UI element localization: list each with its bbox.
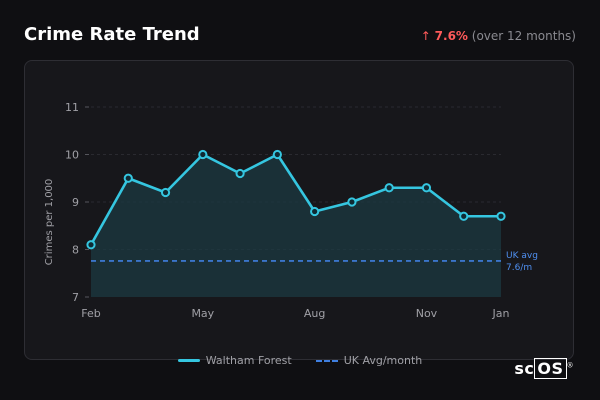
change-note: (over 12 months) [471, 29, 576, 43]
legend-item-series-1[interactable]: Waltham Forest [177, 354, 292, 367]
legend-item-series-2[interactable]: UK Avg/month [315, 354, 423, 367]
x-tick-label: Aug [304, 307, 325, 320]
y-axis-label: Crimes per 1,000 [44, 179, 55, 266]
y-tick-label: 11 [65, 101, 79, 114]
data-point [310, 206, 320, 217]
data-point [160, 187, 171, 198]
data-point [459, 211, 469, 221]
y-tick-label: 7 [72, 291, 79, 304]
legend-swatch-dashed [315, 359, 338, 362]
data-point [86, 240, 96, 250]
y-tick-label: 8 [72, 244, 79, 257]
change-percent: 7.6% [434, 29, 468, 43]
legend-label: UK Avg/month [343, 354, 423, 367]
series-area-fill [91, 154, 501, 297]
data-point [384, 183, 394, 193]
y-tick-label: 9 [72, 196, 79, 209]
y-tick-label: 10 [65, 149, 79, 162]
data-point [347, 197, 357, 207]
data-point [198, 149, 208, 160]
annotation-value: 7.6/m [506, 263, 532, 273]
brand-logo: sc OS ® [514, 358, 574, 379]
legend-label: Waltham Forest [205, 354, 292, 367]
chart-legend: Waltham Forest UK Avg/month [0, 354, 600, 367]
page-title: Crime Rate Trend [24, 24, 200, 45]
data-point [235, 168, 245, 179]
series-line-waltham-forest [89, 153, 501, 246]
x-tick-label: Jan [492, 307, 510, 320]
x-tick-label: Nov [416, 307, 438, 320]
annotation-label: UK avg [506, 251, 538, 261]
legend-swatch-solid [177, 359, 200, 362]
x-tick-label: May [191, 307, 214, 320]
data-point [421, 183, 432, 193]
x-tick-label: Feb [81, 307, 100, 320]
data-point [123, 173, 133, 183]
data-point [272, 149, 282, 160]
data-point [496, 211, 506, 221]
up-arrow-icon: ↑ [420, 29, 431, 43]
change-indicator: ↑ 7.6% (over 12 months) [421, 29, 576, 43]
